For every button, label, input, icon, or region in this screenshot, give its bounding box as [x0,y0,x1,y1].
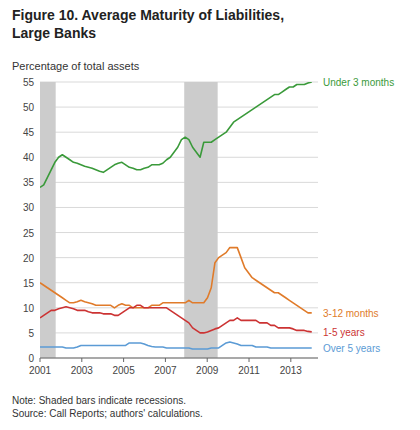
y-tick-label: 40 [23,152,35,163]
y-tick-label: 25 [23,228,35,239]
x-tick [165,358,166,362]
series-line [40,305,312,333]
grid-line [40,182,318,183]
x-tick-label: 2011 [238,365,260,376]
y-tick-label: 35 [23,177,35,188]
x-tick-label: 2013 [280,365,303,376]
x-tick [249,358,250,362]
grid-line [40,207,318,208]
grid-line [40,107,318,108]
x-tick-label: 2005 [112,365,135,376]
title: Figure 10. Average Maturity of Liabiliti… [12,7,284,41]
y-tick-label: 0 [28,353,34,364]
series-line [40,82,312,187]
x-tick-label: 2003 [71,365,94,376]
grid-line [40,132,318,133]
series-label: Over 5 years [323,343,380,354]
y-tick-label: 20 [23,253,35,264]
series-line [40,248,312,313]
y-tick-label: 50 [23,102,35,113]
x-tick-label: 2009 [196,365,219,376]
x-tick [123,358,124,362]
x-tick-label: 2001 [29,365,52,376]
x-tick [81,358,82,362]
x-tick [207,358,208,362]
y-tick-label: 10 [23,303,35,314]
y-tick-label: 30 [23,202,35,213]
chart: Figure 10. Average Maturity of Liabiliti… [0,0,420,430]
grid-line [40,307,318,308]
grid [40,82,318,358]
series-label: 1-5 years [323,327,365,338]
grid-line [40,82,318,83]
y-tick-label: 15 [23,278,35,289]
y-tick-label: 45 [23,127,35,138]
grid-line [40,257,318,258]
grid-line [40,332,318,333]
series-label: Under 3 months [323,77,394,88]
y-tick-label: 55 [23,77,35,88]
series-line [40,342,312,349]
y-axis-label: Percentage of total assets [12,60,140,72]
y-tick-label: 5 [28,328,34,339]
series-label: 3-12 months [323,308,379,319]
x-tick [290,358,291,362]
x-tick [40,358,41,362]
plot-area [40,82,312,358]
note: Note: Shaded bars indicate recessions.So… [12,395,203,419]
x-tick-label: 2007 [154,365,177,376]
shaded-band [184,82,217,358]
grid-line [40,282,318,283]
grid-line [40,157,318,158]
grid-line [40,232,318,233]
